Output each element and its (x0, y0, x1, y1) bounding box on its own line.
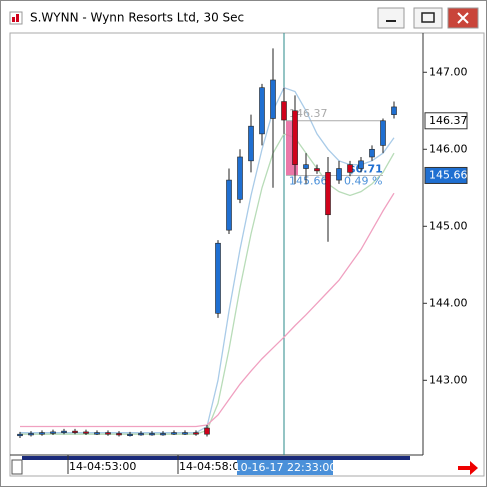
candle-body (72, 430, 78, 433)
candle-body (237, 156, 243, 200)
app-icon (16, 14, 19, 22)
candle-body (149, 433, 155, 436)
measure-percent: 0.49 % (344, 174, 382, 187)
y-tick-label: 144.00 (429, 296, 468, 309)
x-tick-label: 14-04:53:00 (69, 460, 136, 473)
candle-body (50, 431, 56, 434)
crosshair-label-box (237, 460, 333, 475)
y-tick-label: 145.00 (429, 219, 468, 232)
candle-body (391, 106, 397, 115)
candle-body (105, 432, 111, 435)
candle-body (39, 432, 45, 435)
candle-body (336, 168, 342, 181)
candle-body (248, 125, 254, 162)
maximize-button[interactable] (413, 7, 443, 29)
x-tick-label: 14-04:58:00 (179, 460, 246, 473)
candle-body (259, 87, 265, 135)
candle-body (347, 164, 353, 173)
candle-body (28, 433, 34, 436)
candle-body (160, 433, 166, 436)
window-title: S.WYNN - Wynn Resorts Ltd, 30 Sec (30, 11, 244, 25)
candle-body (17, 433, 23, 437)
candle-body (281, 101, 287, 121)
moving-average (20, 192, 395, 428)
candle-body (193, 432, 199, 435)
candle-body (204, 427, 210, 435)
candle-body (369, 148, 375, 158)
candle-body (182, 432, 188, 435)
candle-body (94, 432, 100, 435)
y-tick-label: 143.00 (429, 373, 468, 386)
candle-body (138, 433, 144, 436)
scroll-box[interactable] (11, 459, 23, 475)
minimize-button[interactable] (377, 7, 405, 29)
candle-body (380, 120, 386, 146)
measure-change: $0.71 (348, 162, 383, 175)
candle-body (303, 164, 309, 169)
y-tick-label: 146.00 (429, 142, 468, 155)
candle-body (292, 110, 298, 165)
candle-body (215, 242, 221, 314)
candle-body (127, 433, 133, 437)
candle-body (116, 433, 122, 436)
price-label-box (424, 166, 468, 184)
measure-top-label: 146.37 (289, 107, 328, 120)
scroll-right-arrow[interactable] (458, 461, 478, 475)
app-icon (12, 17, 15, 22)
candle-body (61, 430, 67, 433)
y-tick-label: 147.00 (429, 65, 468, 78)
maximize-icon (421, 12, 435, 23)
scroll-bar[interactable] (22, 456, 410, 460)
close-icon (457, 12, 469, 24)
candle-body (226, 179, 232, 231)
candle-body (171, 432, 177, 435)
measure-bottom-label: 145.66 (289, 174, 328, 187)
candle-body (358, 160, 364, 169)
candle-body (270, 79, 276, 119)
candle-body (83, 431, 89, 434)
candle-body (314, 168, 320, 172)
candle-body (325, 172, 331, 216)
crosshair-label: 10-16-17 22:33:00 (234, 461, 337, 474)
price-label: 146.37 (429, 114, 468, 127)
price-label-box (424, 112, 468, 130)
price-label: 145.66 (429, 168, 468, 181)
